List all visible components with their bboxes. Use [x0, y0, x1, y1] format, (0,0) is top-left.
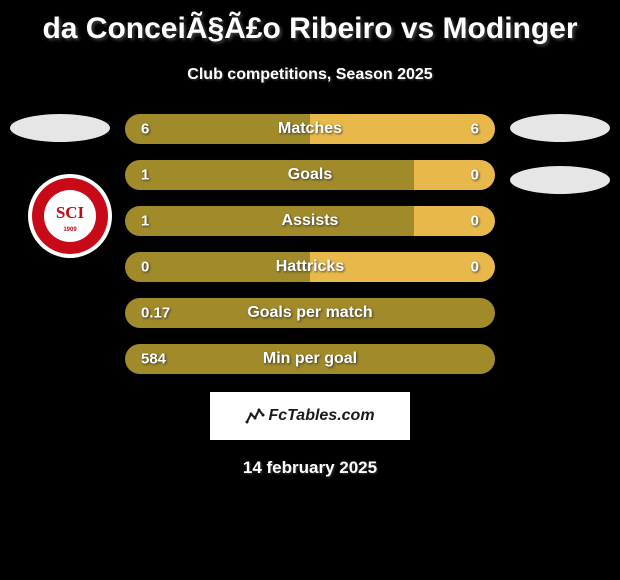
stat-row: 0Hattricks0	[125, 252, 495, 282]
player2-badge-ellipse-2	[510, 166, 610, 194]
stat-row: 1Assists0	[125, 206, 495, 236]
svg-text:SCI: SCI	[56, 203, 85, 222]
stat-row: 1Goals0	[125, 160, 495, 190]
stat-row: 6Matches6	[125, 114, 495, 144]
branding-text: FcTables.com	[268, 407, 374, 425]
stat-label: Matches	[125, 120, 495, 138]
stat-value-right: 6	[471, 121, 479, 138]
stats-container: 6Matches61Goals01Assists00Hattricks00.17…	[125, 114, 495, 374]
player1-badge-ellipse	[10, 114, 110, 142]
content-area: SCI 1909 6Matches61Goals01Assists00Hattr…	[0, 114, 620, 374]
branding-box: FcTables.com	[210, 392, 410, 440]
player2-badge-ellipse-1	[510, 114, 610, 142]
branding-logo: FcTables.com	[245, 406, 374, 426]
stat-label: Hattricks	[125, 258, 495, 276]
stat-value-right: 0	[471, 167, 479, 184]
stat-label: Goals per match	[125, 304, 495, 322]
stat-row: 584Min per goal	[125, 344, 495, 374]
stat-label: Assists	[125, 212, 495, 230]
club-badge-icon: SCI 1909	[28, 174, 112, 258]
stat-row: 0.17Goals per match	[125, 298, 495, 328]
stat-label: Min per goal	[125, 350, 495, 368]
page-title: da ConceiÃ§Ã£o Ribeiro vs Modinger	[0, 0, 620, 46]
svg-text:1909: 1909	[63, 227, 77, 233]
date-text: 14 february 2025	[0, 458, 620, 478]
stat-value-right: 0	[471, 213, 479, 230]
chart-icon	[245, 406, 265, 426]
subtitle: Club competitions, Season 2025	[0, 66, 620, 84]
stat-label: Goals	[125, 166, 495, 184]
stat-value-right: 0	[471, 259, 479, 276]
